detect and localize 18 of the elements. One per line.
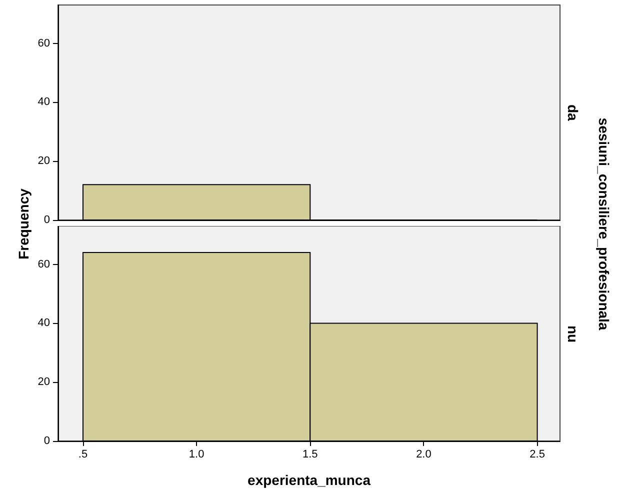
y-tick-label: 20: [38, 155, 50, 168]
x-tick-label: 2.5: [530, 448, 545, 460]
y-tick-label: 60: [38, 37, 50, 50]
text: sesiuni_consiliere_profesionala: [596, 118, 612, 330]
x-tick-label: 2.0: [416, 448, 432, 460]
x-tick-label: 1.0: [188, 448, 204, 460]
y2-axis-title: nu: [565, 326, 581, 343]
x-tick-label: 1.5: [302, 448, 318, 460]
y2-axis-title: da: [565, 104, 581, 122]
y-tick-label: 40: [38, 96, 50, 108]
x-tick-label: .5: [78, 448, 88, 460]
y-tick-label: 60: [38, 258, 50, 270]
y-axis-title: Frequency: [14, 188, 31, 260]
y-tick-label: 0: [44, 435, 50, 447]
y-tick-label: 0: [44, 214, 50, 226]
x-axis-title: experienta_munca: [248, 472, 371, 488]
y-tick-label: 40: [38, 317, 50, 330]
y-tick-label: 20: [38, 376, 50, 388]
